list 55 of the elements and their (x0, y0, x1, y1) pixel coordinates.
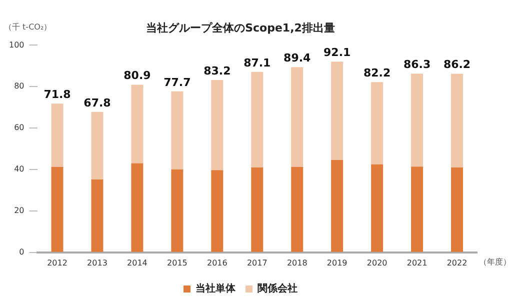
total-label: 86.2 (443, 58, 471, 72)
total-label: 87.1 (244, 56, 271, 70)
x-tick-label: 2013 (87, 258, 108, 268)
x-tick-label: 2012 (47, 258, 68, 268)
total-label: 80.9 (124, 69, 151, 82)
total-label: 67.8 (84, 96, 111, 110)
legend-label: 関係会社 (258, 282, 298, 295)
x-tick-label: 2017 (246, 258, 268, 268)
y-tick-label: 0 (19, 247, 24, 256)
y-tick-label: 100 (8, 40, 24, 50)
bar (91, 179, 104, 252)
y-tick-label: 60 (14, 123, 24, 132)
total-label: 71.8 (44, 88, 71, 101)
bar (291, 67, 304, 167)
x-tick-label: 2021 (406, 258, 428, 268)
x-tick-label: 2018 (286, 258, 308, 268)
total-label: 89.4 (284, 52, 312, 65)
y-tick-label: 40 (14, 164, 24, 174)
x-tick-label: 2016 (206, 258, 228, 268)
total-label: 86.3 (403, 58, 431, 71)
bar (371, 82, 384, 164)
bar (291, 166, 304, 252)
x-tick-label: 2020 (366, 258, 388, 268)
x-tick-label: 2022 (446, 258, 468, 268)
bar (131, 84, 144, 164)
x-tick-label: 2015 (167, 258, 188, 268)
y-tick-label: 20 (14, 206, 24, 216)
total-label: 77.7 (164, 76, 191, 89)
legend-label: 当社単体 (196, 282, 236, 295)
bar (331, 62, 344, 160)
total-label: 83.2 (204, 64, 231, 78)
bar (51, 104, 64, 167)
bar (411, 166, 424, 252)
bar (91, 112, 104, 180)
total-label: 82.2 (363, 66, 391, 80)
y-tick-label: 80 (14, 82, 24, 91)
chart-title: 当社グループ全体のScope1,2排出量 (146, 21, 335, 34)
x-axis-title: （年度） (479, 257, 511, 266)
bar (251, 72, 264, 168)
bar (331, 160, 344, 252)
bar (371, 164, 384, 252)
bar (451, 74, 464, 168)
bar (451, 167, 464, 252)
bar (251, 167, 264, 252)
bar (211, 80, 224, 170)
total-label: 92.1 (324, 46, 351, 59)
x-tick-label: 2019 (326, 258, 348, 268)
y-axis-title: （千 t-CO₂） (4, 22, 52, 32)
bar (411, 74, 424, 167)
bar (131, 163, 144, 252)
bar (171, 169, 184, 252)
bar (211, 170, 224, 252)
bar (51, 166, 64, 252)
x-tick-label: 2014 (127, 258, 148, 268)
bar (171, 91, 184, 170)
